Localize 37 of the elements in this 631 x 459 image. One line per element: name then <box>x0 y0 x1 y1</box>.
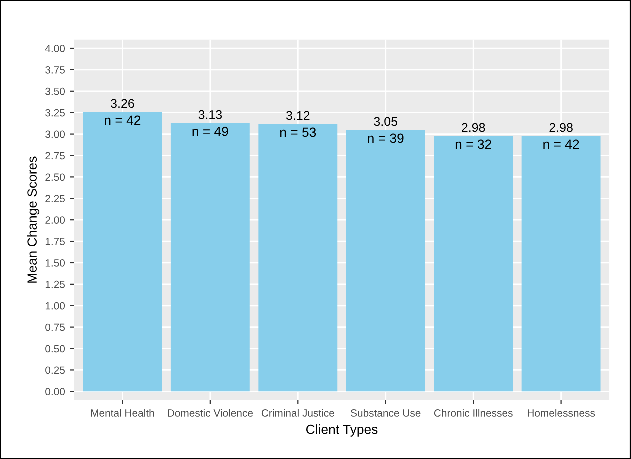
data-label: 2.98 <box>550 123 573 132</box>
y-tick-label: 0.75 <box>46 324 65 332</box>
data-label: 2.98 <box>462 123 486 132</box>
annotation: n = 42 <box>105 116 141 125</box>
y-tick-label: 3.00 <box>46 130 66 138</box>
data-label: 3.26 <box>111 99 134 108</box>
data-label: 3.12 <box>286 111 310 120</box>
annotation: n = 53 <box>280 128 316 138</box>
y-tick-label: 1.25 <box>46 280 65 288</box>
annotation: n = 32 <box>456 140 492 150</box>
x-tick-label: Chronic Illnesses <box>434 409 513 417</box>
y-tick-label: 3.50 <box>46 88 66 96</box>
y-tick-label: 3.75 <box>46 66 65 74</box>
y-tick-label: 4.00 <box>45 45 66 52</box>
x-axis-title: Client Types <box>306 424 378 437</box>
x-tick-label: Domestic Violence <box>168 409 253 417</box>
y-tick-label: 2.25 <box>46 195 65 203</box>
y-tick-label: 1.75 <box>46 238 65 246</box>
y-axis-title: Mean Change Scores <box>27 156 40 283</box>
y-tick-label: 0.00 <box>46 388 66 396</box>
annotation: n = 39 <box>368 134 404 144</box>
annotation: n = 42 <box>544 140 580 150</box>
x-tick-label: Substance Use <box>351 409 421 417</box>
x-tick-label: Mental Health <box>91 409 154 417</box>
x-tick-label: Criminal Justice <box>262 409 334 417</box>
y-tick-label: 2.75 <box>46 152 65 160</box>
y-tick-label: 0.50 <box>46 345 66 353</box>
y-tick-label: 2.50 <box>46 174 66 182</box>
x-tick-label: Homelessness <box>528 409 596 417</box>
y-tick-label: 1.00 <box>46 302 66 310</box>
y-tick-label: 0.25 <box>46 366 65 374</box>
annotation: n = 49 <box>192 126 228 136</box>
y-tick-label: 2.00 <box>46 216 66 224</box>
data-label: 3.13 <box>198 110 222 120</box>
y-tick-label: 3.25 <box>46 109 65 117</box>
data-label: 3.05 <box>374 117 398 126</box>
y-tick-label: 1.50 <box>46 259 66 267</box>
